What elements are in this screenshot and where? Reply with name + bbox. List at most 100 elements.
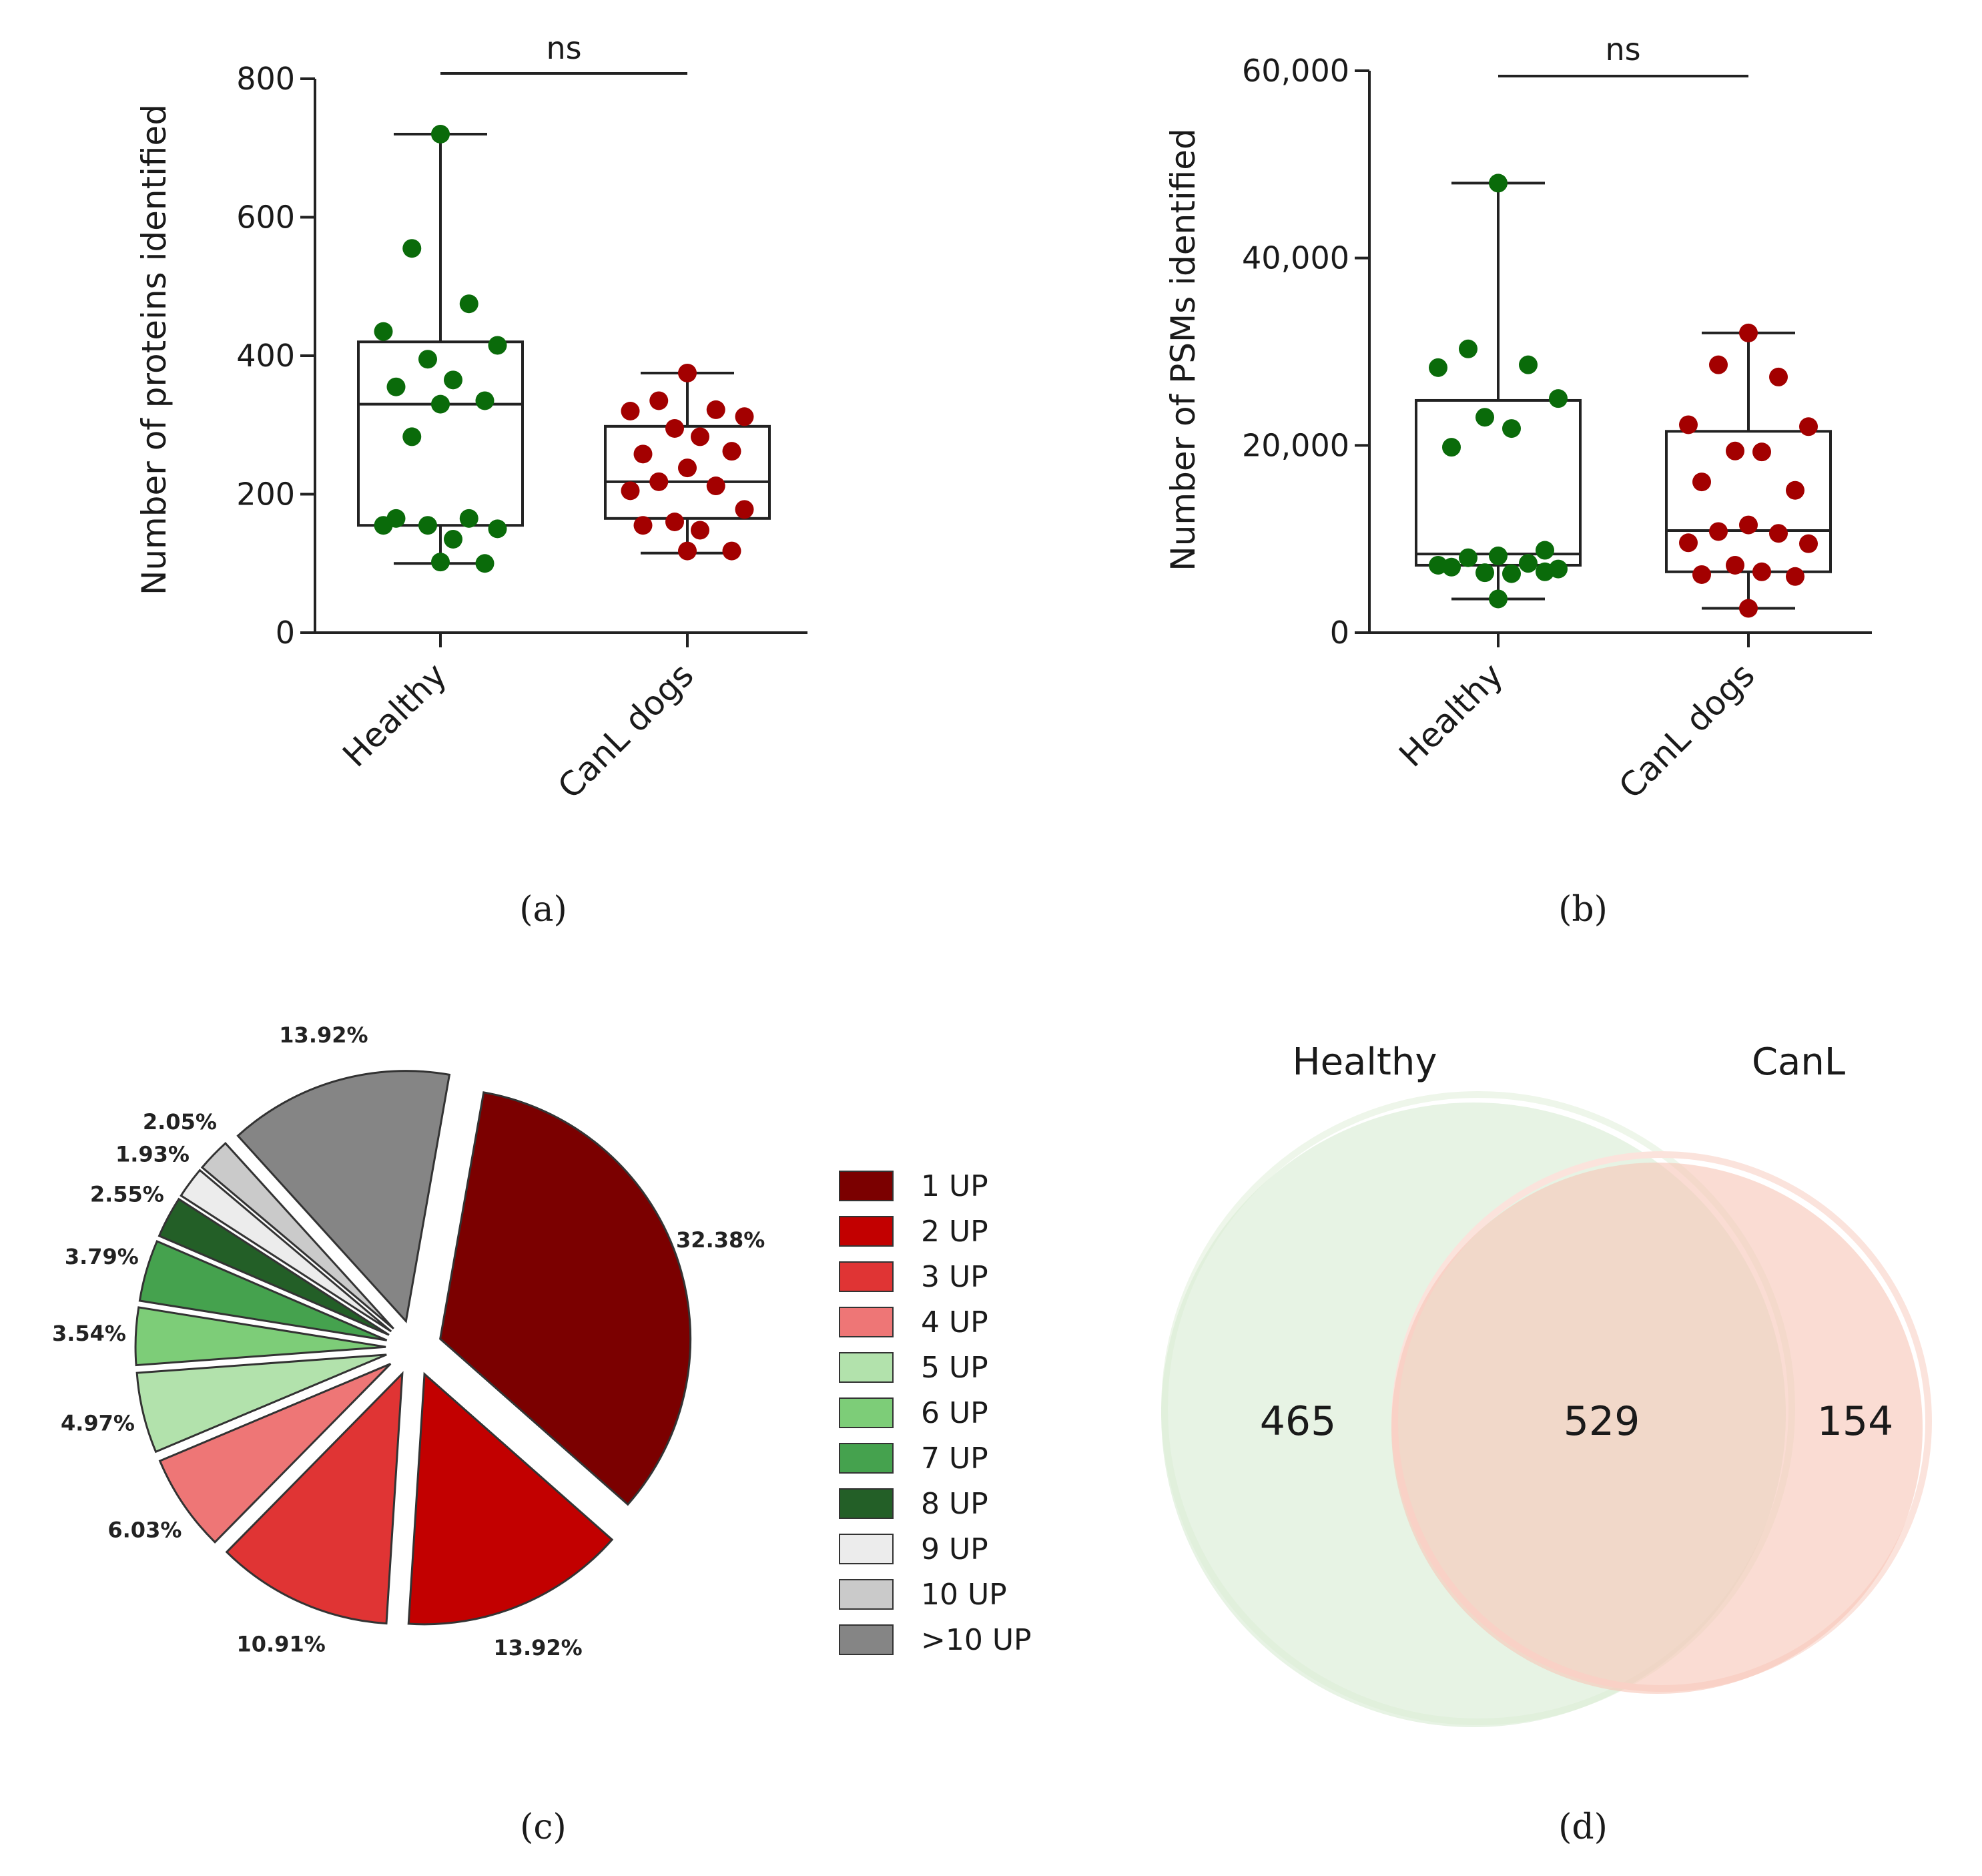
pie-value-label-9: 1.93% xyxy=(115,1141,190,1167)
legend-label-4: 4 UP xyxy=(921,1305,988,1339)
panel-a-y-tick-label: 0 xyxy=(276,615,295,651)
legend-swatch-11 xyxy=(839,1624,894,1655)
legend-label-7: 7 UP xyxy=(921,1442,988,1476)
pie-slice-10 xyxy=(200,1141,394,1329)
panel-c-legend: 1 UP 2 UP 3 UP 4 UP 5 UP 6 UP 7 UP 8 UP 9 UP 10 U… xyxy=(839,1169,1032,1657)
panel-a-point xyxy=(706,477,725,496)
panel-b-point xyxy=(1536,541,1554,560)
panel-b-point xyxy=(1519,355,1538,374)
legend-swatch-9 xyxy=(839,1534,894,1564)
legend-swatch-6 xyxy=(839,1397,894,1428)
panel-a-points xyxy=(374,125,754,573)
panel-a-point xyxy=(691,427,709,446)
panel-b-point xyxy=(1489,589,1508,609)
panel-b-box-canl xyxy=(1665,430,1832,573)
pie-slice-2 xyxy=(407,1371,614,1626)
caption-d: (d) xyxy=(1558,1807,1608,1847)
panel-b-box-plot: Number of PSMs identified 0 20,000 40,000 6… xyxy=(1164,31,1872,930)
panel-c-pie-chart: 32.38% 13.92% 10.91% 6.03% 4.97% 3.54% 3.79% 2.… xyxy=(52,1022,1032,1847)
panel-b-point xyxy=(1459,548,1477,567)
panel-b-point xyxy=(1799,417,1818,436)
panel-b-point xyxy=(1549,389,1568,408)
panel-d-venn-diagram: Healthy CanL 465 529 154 (d) xyxy=(1161,1040,1932,1847)
panel-a-y-ticks: 0 200 400 600 800 xyxy=(236,61,315,651)
panel-a-box-healthy xyxy=(357,340,524,527)
venn-count-healthy-only: 465 xyxy=(1260,1398,1337,1445)
panel-a-point xyxy=(649,472,669,491)
pie-value-label-2: 13.92% xyxy=(493,1635,582,1660)
venn-set-label-healthy: Healthy xyxy=(1292,1040,1437,1084)
panel-a-significance-label: ns xyxy=(546,30,581,66)
panel-a-point xyxy=(678,541,697,561)
legend-swatch-4 xyxy=(839,1307,894,1337)
venn-count-canl-only: 154 xyxy=(1817,1398,1894,1445)
panel-b-point xyxy=(1799,534,1818,553)
panel-b-y-tick-label: 20,000 xyxy=(1242,427,1349,463)
panel-b-category-label-canl: CanL dogs xyxy=(1612,655,1762,806)
panel-a-point xyxy=(402,239,422,258)
panel-a-point xyxy=(418,516,437,535)
panel-b-y-tick-label: 40,000 xyxy=(1242,240,1349,276)
panel-a-y-tick-label: 800 xyxy=(236,61,295,97)
panel-b-point xyxy=(1692,565,1711,584)
legend-label-3: 3 UP xyxy=(921,1260,988,1294)
panel-a-y-axis-title: Number of proteins identified xyxy=(135,104,174,595)
panel-a-point xyxy=(374,322,393,341)
panel-a-box-canl xyxy=(604,424,771,520)
panel-b-point xyxy=(1679,533,1698,553)
pie-value-label-4: 6.03% xyxy=(107,1517,182,1542)
legend-swatch-2 xyxy=(839,1216,894,1247)
panel-c-slices xyxy=(134,1070,692,1626)
pie-value-label-5: 4.97% xyxy=(61,1411,135,1436)
panel-a-point xyxy=(665,418,684,438)
panel-a-axes xyxy=(314,79,807,647)
panel-b-y-ticks: 0 20,000 40,000 60,000 xyxy=(1242,53,1369,651)
panel-b-point xyxy=(1519,554,1538,573)
panel-a-point xyxy=(678,363,697,382)
legend-swatch-7 xyxy=(839,1443,894,1474)
panel-b-point xyxy=(1739,515,1758,535)
panel-a-point xyxy=(431,394,450,414)
caption-a: (a) xyxy=(519,890,567,930)
panel-a-point xyxy=(649,391,669,410)
panel-a-point xyxy=(444,370,462,390)
panel-a-point xyxy=(722,541,741,561)
panel-b-point xyxy=(1739,599,1758,618)
panel-a-point xyxy=(722,442,741,461)
panel-b-point xyxy=(1709,522,1728,541)
panel-b-point xyxy=(1475,408,1494,427)
legend-swatch-3 xyxy=(839,1261,894,1292)
panel-a-y-tick-label: 200 xyxy=(236,477,295,513)
panel-a-y-tick-label: 600 xyxy=(236,200,295,236)
pie-slice-4 xyxy=(158,1363,392,1544)
panel-b-point xyxy=(1752,562,1771,581)
panel-a-y-tick-label: 400 xyxy=(236,338,295,374)
panel-b-y-axis-title: Number of PSMs identified xyxy=(1164,128,1203,571)
panel-a-box-plot: Number of proteins identified 0 200 400 600… xyxy=(135,30,807,930)
panel-a-point xyxy=(459,509,478,528)
panel-a-point xyxy=(735,500,754,519)
panel-a-point xyxy=(431,553,450,572)
panel-a-point xyxy=(418,350,437,369)
panel-a-point xyxy=(459,294,478,314)
legend-label-11: >10 UP xyxy=(921,1623,1032,1657)
legend-swatch-1 xyxy=(839,1171,894,1201)
panel-a-category-label-canl: CanL dogs xyxy=(551,655,701,806)
legend-label-1: 1 UP xyxy=(921,1169,988,1203)
panel-b-point xyxy=(1769,524,1788,543)
panel-a-point xyxy=(621,481,640,501)
panel-a-point xyxy=(678,458,697,478)
panel-a-point xyxy=(735,407,754,426)
legend-label-10: 10 UP xyxy=(921,1578,1007,1612)
panel-a-category-label-healthy: Healthy xyxy=(335,655,454,774)
panel-b-point xyxy=(1739,323,1758,342)
panel-b-point xyxy=(1502,419,1521,438)
panel-b-point xyxy=(1502,564,1521,583)
panel-b-y-tick-label: 0 xyxy=(1330,615,1349,651)
pie-value-label-6: 3.54% xyxy=(52,1321,126,1346)
panel-b-point xyxy=(1692,473,1711,492)
panel-a-point xyxy=(444,529,462,549)
panel-b-point xyxy=(1726,441,1744,460)
panel-a-point xyxy=(633,516,653,535)
